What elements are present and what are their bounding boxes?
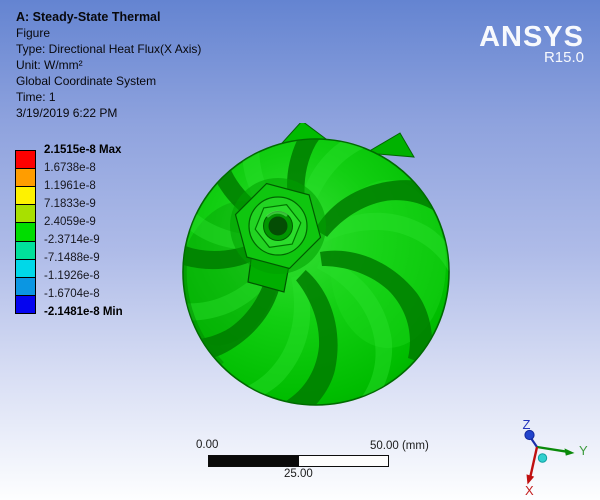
legend-band	[16, 187, 35, 206]
impeller-3d-model[interactable]	[170, 123, 462, 415]
result-info-line: 3/19/2019 6:22 PM	[16, 106, 118, 120]
result-info-line: Global Coordinate System	[16, 74, 157, 88]
triad-x-axis[interactable]: X	[525, 446, 539, 497]
legend-value: 7.1833e-9	[44, 198, 96, 210]
ansys-logo: ANSYS R15.0	[479, 22, 584, 66]
ruler-bar-black-half	[209, 456, 299, 466]
triad-y-axis[interactable]: Y	[536, 443, 588, 458]
impeller-hub	[230, 178, 326, 293]
legend-value: 1.6738e-8	[44, 162, 96, 174]
legend-band	[16, 295, 35, 313]
legend-color-bar	[15, 150, 36, 314]
result-info-line: Figure	[16, 26, 51, 40]
legend-band	[16, 241, 35, 260]
legend-band	[16, 169, 35, 188]
legend-value-min: -2.1481e-8 Min	[44, 306, 123, 318]
legend-band	[16, 223, 35, 242]
legend-band	[16, 151, 35, 170]
triad-y-label[interactable]: Y	[579, 443, 588, 458]
contour-legend[interactable]: 2.1515e-8 Max 1.6738e-8 1.1961e-8 7.1833…	[15, 144, 155, 318]
legend-value: -1.1926e-8	[44, 270, 100, 282]
legend-value: 2.4059e-9	[44, 216, 96, 228]
ruler-start-label: 0.00	[196, 439, 219, 451]
result-info-line: Unit: W/mm²	[16, 58, 83, 72]
triad-z-label[interactable]: Z	[523, 417, 531, 432]
result-info-line: Time: 1	[16, 90, 56, 104]
result-info-block: A: Steady-State Thermal Figure Type: Dir…	[16, 9, 201, 121]
legend-band	[16, 277, 35, 296]
legend-band	[16, 205, 35, 224]
legend-value: 1.1961e-8	[44, 180, 96, 192]
triad-x-label[interactable]: X	[525, 483, 534, 497]
legend-band	[16, 259, 35, 278]
ruler-end-label: 50.00 (mm)	[370, 440, 429, 452]
legend-value: -2.3714e-9	[44, 234, 100, 246]
triad-z-axis[interactable]: Z	[523, 417, 538, 448]
legend-value-max: 2.1515e-8 Max	[44, 144, 122, 156]
ansys-logo-version: R15.0	[543, 49, 584, 66]
legend-value: -1.6704e-8	[44, 288, 100, 300]
legend-value: -7.1488e-9	[44, 252, 100, 264]
orientation-triad[interactable]: Z Y X	[495, 405, 595, 497]
result-info-line: Type: Directional Heat Flux(X Axis)	[16, 42, 202, 56]
analysis-title: A: Steady-State Thermal	[16, 10, 161, 24]
ruler-bar	[208, 455, 389, 467]
ruler-mid-label: 25.00	[284, 468, 313, 480]
ansys-logo-brand: ANSYS	[479, 21, 584, 53]
triad-origin-sphere[interactable]	[537, 453, 548, 463]
